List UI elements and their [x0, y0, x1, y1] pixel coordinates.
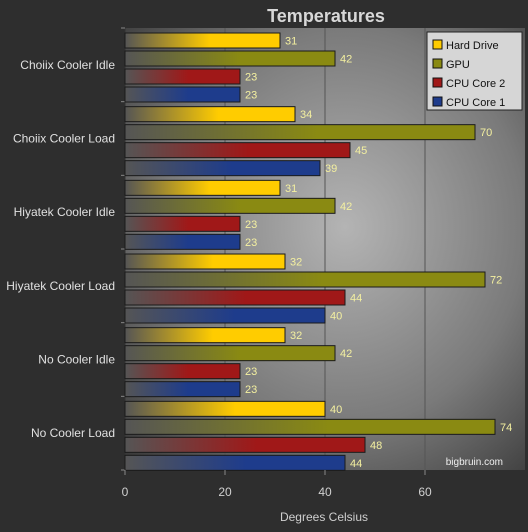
- bar-cpu-core-1-hiyatek-cooler-load: [124, 307, 326, 324]
- category-label-choiix-cooler-idle: Choiix Cooler Idle: [20, 58, 115, 72]
- data-label: 44: [350, 458, 362, 470]
- data-label: 40: [330, 311, 342, 323]
- data-label: 23: [245, 237, 257, 249]
- bar-hard-drive-hiyatek-cooler-idle: [124, 179, 281, 196]
- bar-hard-drive-no-cooler-idle: [124, 327, 286, 344]
- data-label: 42: [340, 201, 352, 213]
- bar-hard-drive-no-cooler-load: [124, 400, 326, 417]
- data-label: 31: [285, 36, 297, 48]
- data-label: 48: [370, 440, 382, 452]
- data-label: 23: [245, 384, 257, 396]
- bar-gpu-no-cooler-load: [124, 418, 496, 435]
- watermark: bigbruin.com: [446, 457, 503, 468]
- data-label: 44: [350, 293, 362, 305]
- legend-label-cpu-core-2: CPU Core 2: [446, 78, 505, 90]
- chart-title: Temperatures: [267, 6, 385, 26]
- bar-cpu-core-1-choiix-cooler-idle: [124, 86, 241, 103]
- data-label: 23: [245, 90, 257, 102]
- bar-hard-drive-choiix-cooler-idle: [124, 32, 281, 49]
- bar-gpu-hiyatek-cooler-load: [124, 271, 486, 288]
- x-axis-label: Degrees Celsius: [280, 510, 368, 524]
- data-label: 42: [340, 348, 352, 360]
- bar-cpu-core-2-choiix-cooler-idle: [124, 68, 241, 85]
- legend-label-gpu: GPU: [446, 59, 470, 71]
- category-labels: Choiix Cooler Idle Choiix Cooler Load Hiya…: [6, 27, 125, 471]
- bar-cpu-core-1-choiix-cooler-load: [124, 160, 321, 177]
- bar-gpu-choiix-cooler-load: [124, 124, 476, 141]
- legend-swatch-cpu-core-1: [432, 96, 443, 107]
- x-tick-label: 0: [122, 485, 129, 499]
- data-label: 74: [500, 422, 512, 434]
- data-label: 34: [300, 109, 312, 121]
- legend-label-hard-drive: Hard Drive: [446, 40, 499, 52]
- legend: Hard Drive GPU CPU Core 2 CPU Core 1: [426, 31, 523, 111]
- data-label: 39: [325, 163, 337, 175]
- bar-cpu-core-2-no-cooler-idle: [124, 363, 241, 380]
- data-label: 23: [245, 72, 257, 84]
- bar-cpu-core-2-no-cooler-load: [124, 436, 366, 453]
- data-label: 32: [290, 257, 302, 269]
- data-label: 72: [490, 275, 502, 287]
- bar-gpu-no-cooler-idle: [124, 345, 336, 362]
- legend-swatch-hard-drive: [432, 39, 443, 50]
- data-label: 45: [355, 145, 367, 157]
- x-tick-label: 20: [218, 485, 232, 499]
- bar-hard-drive-choiix-cooler-load: [124, 106, 296, 123]
- legend-swatch-cpu-core-2: [432, 77, 443, 88]
- data-label: 31: [285, 183, 297, 195]
- category-label-hiyatek-cooler-load: Hiyatek Cooler Load: [6, 279, 115, 293]
- data-label: 23: [245, 219, 257, 231]
- category-label-no-cooler-load: No Cooler Load: [31, 426, 115, 440]
- bar-cpu-core-2-hiyatek-cooler-idle: [124, 215, 241, 232]
- data-label: 23: [245, 366, 257, 378]
- category-label-choiix-cooler-load: Choiix Cooler Load: [13, 132, 115, 146]
- bars: 31 42 23 23 34 70 45 39 31 42 23 23 32 72 44 40 32 42 23 23…: [124, 32, 512, 471]
- category-label-hiyatek-cooler-idle: Hiyatek Cooler Idle: [14, 205, 116, 219]
- data-label: 40: [330, 404, 342, 416]
- data-label: 32: [290, 330, 302, 342]
- x-tick-label: 60: [418, 485, 432, 499]
- bar-cpu-core-1-no-cooler-load: [124, 454, 346, 471]
- legend-swatch-gpu: [432, 58, 443, 69]
- legend-box: [426, 31, 523, 111]
- bar-gpu-hiyatek-cooler-idle: [124, 197, 336, 214]
- bar-gpu-choiix-cooler-idle: [124, 50, 336, 67]
- data-label: 42: [340, 54, 352, 66]
- category-label-no-cooler-idle: No Cooler Idle: [38, 353, 115, 367]
- bar-cpu-core-2-choiix-cooler-load: [124, 142, 351, 159]
- x-tick-labels: 0 20 40 60: [122, 470, 432, 499]
- data-label: 70: [480, 127, 492, 139]
- bar-cpu-core-1-hiyatek-cooler-idle: [124, 233, 241, 250]
- x-tick-label: 40: [318, 485, 332, 499]
- bar-cpu-core-2-hiyatek-cooler-load: [124, 289, 346, 306]
- legend-label-cpu-core-1: CPU Core 1: [446, 97, 505, 109]
- bar-cpu-core-1-no-cooler-idle: [124, 381, 241, 398]
- bar-hard-drive-hiyatek-cooler-load: [124, 253, 286, 270]
